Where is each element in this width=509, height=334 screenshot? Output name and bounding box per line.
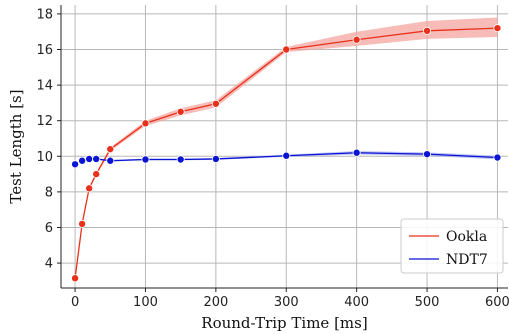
x-tick-label: 200 bbox=[203, 295, 228, 310]
x-tick-label: 300 bbox=[274, 295, 299, 310]
legend: Ookla NDT7 bbox=[400, 218, 504, 274]
y-tick-label: 14 bbox=[36, 79, 53, 94]
y-tick-label: 18 bbox=[36, 7, 53, 22]
ndt7-point bbox=[85, 154, 94, 163]
ookla-point bbox=[352, 35, 361, 44]
x-axis-label: Round-Trip Time [ms] bbox=[201, 314, 367, 332]
ookla-point bbox=[71, 274, 80, 283]
tick-labels: 0 100 200 300 400 500 600 4 6 8 10 12 14 16 18 bbox=[36, 7, 509, 310]
y-axis-label: Test Length [s] bbox=[7, 89, 25, 203]
x-tick-label: 100 bbox=[133, 295, 158, 310]
ookla-point bbox=[78, 219, 87, 228]
confidence-bands bbox=[75, 17, 498, 280]
ndt7-point bbox=[282, 151, 291, 160]
ndt7-point bbox=[211, 154, 220, 163]
y-tick-label: 12 bbox=[36, 114, 53, 129]
y-tick-label: 16 bbox=[36, 43, 53, 58]
ookla-point bbox=[92, 170, 101, 179]
ndt7-point bbox=[176, 155, 185, 164]
ookla-point bbox=[211, 99, 220, 108]
x-tick-label: 400 bbox=[344, 295, 369, 310]
y-tick-label: 8 bbox=[45, 185, 53, 200]
axes bbox=[60, 5, 508, 289]
ookla-point bbox=[176, 107, 185, 116]
ookla-line bbox=[74, 27, 498, 279]
x-tick-label: 0 bbox=[71, 295, 79, 310]
ookla-point bbox=[493, 24, 502, 33]
ndt7-point bbox=[92, 154, 101, 163]
ndt7-point bbox=[78, 156, 87, 165]
y-tick-label: 6 bbox=[45, 221, 53, 236]
ndt7-point bbox=[493, 153, 502, 162]
y-tick-label: 4 bbox=[45, 257, 53, 272]
ookla-point bbox=[141, 119, 150, 128]
ndt7-point bbox=[352, 148, 361, 157]
ookla-point bbox=[282, 45, 291, 54]
legend-label-ookla: Ookla bbox=[446, 229, 487, 245]
ndt7-confidence-band bbox=[75, 150, 498, 166]
legend-label-ndt7: NDT7 bbox=[446, 252, 488, 268]
x-tick-label: 500 bbox=[415, 295, 440, 310]
ndt7-point bbox=[141, 155, 150, 164]
data-points bbox=[71, 24, 502, 283]
ndt7-point bbox=[106, 156, 115, 165]
y-tick-label: 10 bbox=[36, 150, 53, 165]
ookla-point bbox=[85, 184, 94, 193]
ndt7-point bbox=[71, 160, 80, 169]
ookla-point bbox=[423, 26, 432, 35]
x-tick-label: 600 bbox=[485, 295, 509, 310]
ookla-point bbox=[106, 145, 115, 154]
ndt7-point bbox=[423, 150, 432, 159]
